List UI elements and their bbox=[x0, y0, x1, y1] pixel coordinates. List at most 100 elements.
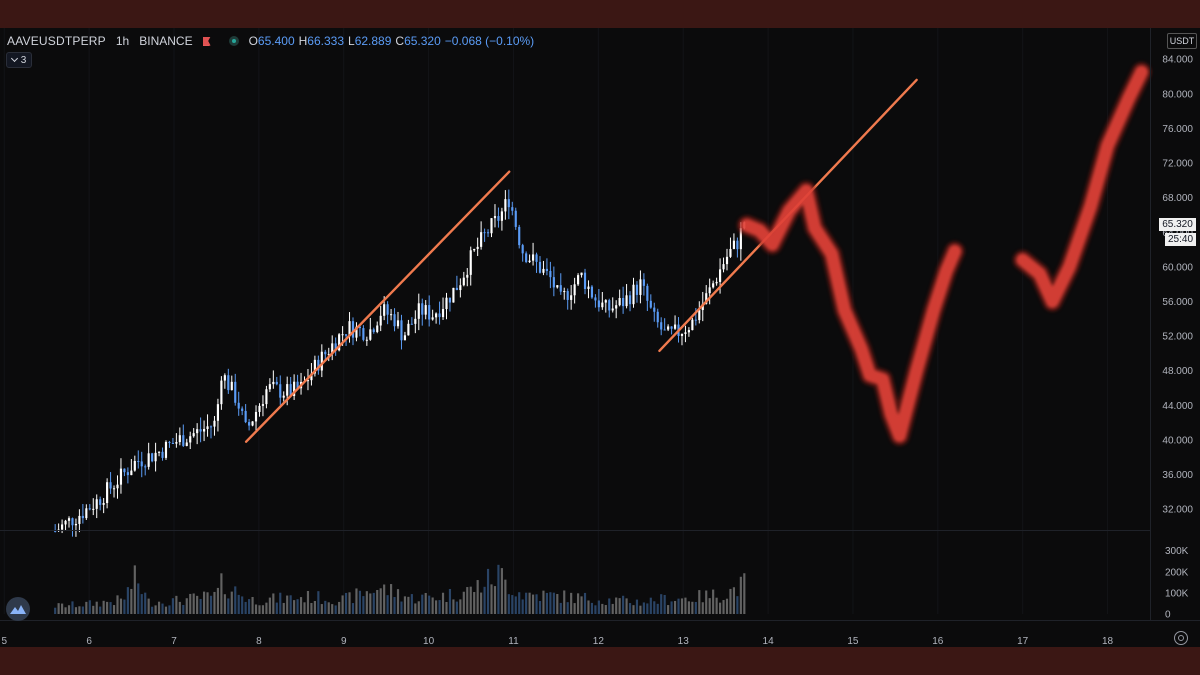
volume-bar bbox=[130, 588, 133, 614]
candle-body bbox=[234, 381, 237, 403]
interval-label[interactable]: 1h bbox=[115, 34, 130, 48]
volume-bar bbox=[739, 576, 742, 614]
candle-body bbox=[185, 442, 188, 446]
candle-body bbox=[293, 381, 296, 396]
time-axis[interactable] bbox=[0, 620, 1200, 648]
volume-bar bbox=[601, 603, 604, 614]
candle-body bbox=[313, 359, 316, 374]
volume-bar bbox=[687, 601, 690, 614]
volume-bar bbox=[112, 605, 116, 614]
volume-bar bbox=[528, 592, 531, 614]
symbol-name[interactable]: AAVEUSDTPERP bbox=[7, 34, 106, 48]
forecast-stroke[interactable] bbox=[740, 184, 962, 443]
volume-bar bbox=[78, 606, 81, 614]
volume-bar bbox=[137, 583, 140, 614]
candle-body bbox=[230, 381, 233, 391]
candle-body bbox=[130, 470, 133, 476]
candle-body bbox=[729, 248, 732, 257]
candle-body bbox=[106, 482, 109, 504]
volume-bar bbox=[85, 601, 88, 614]
candle-body bbox=[528, 260, 531, 263]
candle-body bbox=[95, 499, 98, 509]
volume-bar bbox=[594, 605, 597, 614]
volume-tick-label: 300K bbox=[1165, 546, 1189, 557]
volume-bar bbox=[445, 601, 448, 614]
volume-bar bbox=[296, 599, 299, 614]
volume-bar bbox=[293, 600, 296, 614]
volume-bar bbox=[535, 594, 538, 614]
volume-bar bbox=[178, 601, 181, 614]
candle-body bbox=[282, 395, 285, 398]
volume-bar bbox=[88, 600, 91, 614]
candle-body bbox=[722, 264, 725, 270]
candle-body bbox=[698, 310, 701, 321]
candle-body bbox=[535, 254, 538, 262]
price-tick-label: 68.000 bbox=[1162, 193, 1193, 204]
price-tick-label: 72.000 bbox=[1162, 159, 1193, 170]
volume-bar bbox=[566, 602, 569, 614]
volume-bar bbox=[673, 600, 677, 614]
trendline[interactable] bbox=[244, 170, 511, 443]
volume-bar bbox=[241, 596, 244, 614]
volume-bar bbox=[684, 597, 687, 614]
candle-body bbox=[410, 323, 413, 325]
volume-bar bbox=[667, 605, 670, 614]
candle-body bbox=[455, 287, 458, 291]
candle-body bbox=[157, 451, 161, 453]
tradingview-logo-icon[interactable] bbox=[6, 597, 30, 621]
candle-body bbox=[310, 373, 313, 381]
gear-icon[interactable] bbox=[1174, 631, 1188, 645]
volume-bar bbox=[618, 598, 621, 614]
candle-body bbox=[383, 304, 386, 316]
volume-bar bbox=[559, 602, 562, 614]
volume-bar bbox=[358, 590, 361, 614]
price-tick-label: 56.000 bbox=[1162, 297, 1193, 308]
candle-body bbox=[642, 279, 645, 286]
price-tick-label: 80.000 bbox=[1162, 89, 1193, 100]
volume-bar bbox=[372, 592, 375, 614]
candle-body bbox=[667, 326, 670, 330]
candle-body bbox=[680, 333, 684, 336]
volume-bar bbox=[348, 592, 351, 614]
candle-body bbox=[78, 515, 81, 524]
candle-body bbox=[670, 326, 673, 329]
time-tick-label: 12 bbox=[593, 636, 605, 647]
volume-bar bbox=[126, 587, 129, 614]
candle-body bbox=[85, 508, 88, 519]
chart-area[interactable]: 84.00080.00076.00072.00068.00064.00060.0… bbox=[0, 28, 1200, 647]
volume-bar bbox=[327, 602, 330, 614]
candle-body bbox=[538, 261, 542, 273]
volume-bar bbox=[421, 594, 424, 614]
candle-body bbox=[351, 321, 355, 338]
volume-bar bbox=[424, 592, 427, 614]
price-axis[interactable] bbox=[1150, 28, 1200, 620]
candle-body bbox=[518, 226, 521, 246]
volume-pane-separator[interactable] bbox=[0, 530, 1150, 531]
price-tick-label: 76.000 bbox=[1162, 124, 1193, 135]
volume-bar bbox=[338, 601, 341, 614]
candle-body bbox=[580, 272, 583, 276]
volume-bar bbox=[587, 600, 590, 614]
volume-bar bbox=[459, 599, 462, 614]
volume-bar bbox=[656, 603, 659, 614]
volume-bar bbox=[701, 602, 704, 614]
candle-body bbox=[338, 334, 341, 351]
candle-body bbox=[137, 460, 140, 462]
volume-bar bbox=[490, 584, 493, 614]
currency-button[interactable]: USDT bbox=[1167, 33, 1197, 49]
candle-body bbox=[237, 402, 240, 409]
flag-icon[interactable] bbox=[202, 36, 215, 46]
volume-bar bbox=[275, 602, 278, 614]
candle-body bbox=[64, 520, 67, 525]
volume-bar bbox=[435, 600, 438, 614]
candle-body bbox=[611, 308, 614, 311]
candle-body bbox=[334, 343, 337, 351]
candle-body bbox=[549, 270, 552, 278]
candle-body bbox=[358, 326, 361, 329]
candle-body bbox=[140, 461, 143, 467]
indicators-toggle-button[interactable]: 3 bbox=[6, 52, 32, 68]
volume-bar bbox=[164, 606, 168, 614]
volume-bar bbox=[725, 598, 729, 614]
forecast-stroke[interactable] bbox=[1016, 65, 1148, 308]
price-chart[interactable]: 84.00080.00076.00072.00068.00064.00060.0… bbox=[0, 28, 1200, 647]
